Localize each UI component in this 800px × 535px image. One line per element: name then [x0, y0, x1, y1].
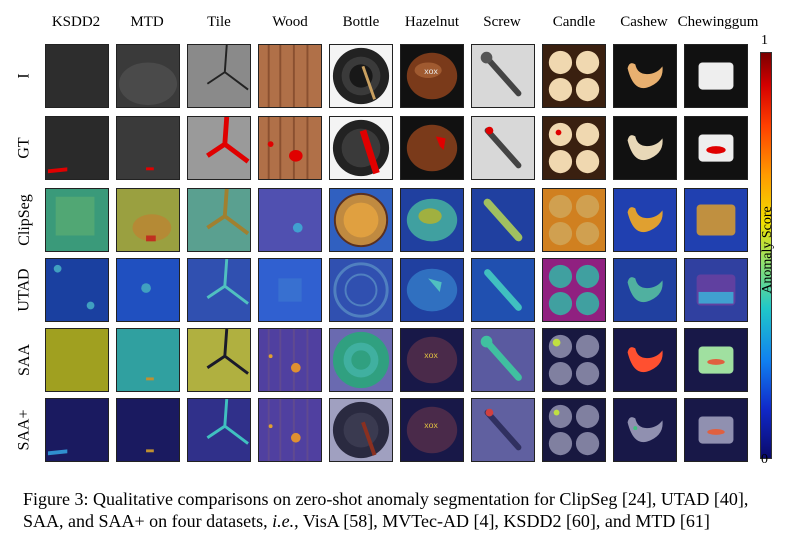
image-clipseg-cashew	[613, 188, 677, 252]
image-input-chewinggum	[684, 44, 748, 108]
image-gt-bottle	[329, 116, 393, 180]
image-saaplus-hazelnut: xox	[400, 398, 464, 462]
svg-text:xox: xox	[424, 350, 438, 360]
image-saaplus-cashew	[613, 398, 677, 462]
colorbar-min-label: 0	[761, 452, 768, 467]
row-label-utad: UTAD	[16, 268, 33, 312]
image-gt-chewinggum	[684, 116, 748, 180]
anomaly-score-colorbar	[760, 52, 772, 459]
image-saaplus-screw	[471, 398, 535, 462]
image-clipseg-mtd	[116, 188, 180, 252]
image-clipseg-ksdd2	[45, 188, 109, 252]
colorbar-max-label: 1	[761, 33, 768, 48]
image-input-screw	[471, 44, 535, 108]
caption-line-2: SAA, and SAA+ on four datasets, i.e., Vi…	[23, 511, 710, 531]
image-clipseg-wood	[258, 188, 322, 252]
image-saaplus-tile	[187, 398, 251, 462]
column-header-hazelnut: Hazelnut	[404, 14, 460, 30]
column-header-ksdd2: KSDD2	[51, 14, 101, 30]
image-gt-ksdd2	[45, 116, 109, 180]
image-clipseg-bottle	[329, 188, 393, 252]
image-clipseg-candle	[542, 188, 606, 252]
row-label-gt: GT	[15, 137, 33, 159]
row-label-saa: SAA	[15, 343, 33, 377]
image-saa-cashew	[613, 328, 677, 392]
figure-caption: Figure 3: Qualitative comparisons on zer…	[23, 488, 793, 532]
column-header-mtd: MTD	[130, 14, 164, 30]
image-saa-mtd	[116, 328, 180, 392]
image-saa-candle	[542, 328, 606, 392]
image-input-candle	[542, 44, 606, 108]
image-saaplus-bottle	[329, 398, 393, 462]
image-input-tile	[187, 44, 251, 108]
image-utad-bottle	[329, 258, 393, 322]
column-header-candle: Candle	[552, 14, 596, 30]
image-input-bottle	[329, 44, 393, 108]
image-utad-candle	[542, 258, 606, 322]
image-input-cashew	[613, 44, 677, 108]
image-gt-hazelnut	[400, 116, 464, 180]
image-saa-wood	[258, 328, 322, 392]
row-label-input: I	[15, 73, 33, 79]
image-input-ksdd2	[45, 44, 109, 108]
image-clipseg-hazelnut	[400, 188, 464, 252]
row-label-clipseg: ClipSeg	[16, 194, 33, 246]
image-input-hazelnut: xox	[400, 44, 464, 108]
image-saa-ksdd2	[45, 328, 109, 392]
column-header-wood: Wood	[272, 14, 308, 30]
image-gt-tile	[187, 116, 251, 180]
image-gt-mtd	[116, 116, 180, 180]
image-saaplus-mtd	[116, 398, 180, 462]
image-utad-ksdd2	[45, 258, 109, 322]
image-saaplus-candle	[542, 398, 606, 462]
column-header-tile: Tile	[207, 14, 231, 30]
column-header-bottle: Bottle	[342, 14, 380, 30]
image-utad-wood	[258, 258, 322, 322]
row-label-saa-plus: SAA+	[16, 409, 33, 451]
image-saaplus-ksdd2	[45, 398, 109, 462]
image-saa-hazelnut: xox	[400, 328, 464, 392]
image-gt-screw	[471, 116, 535, 180]
image-utad-tile	[187, 258, 251, 322]
column-header-screw: Screw	[483, 14, 521, 30]
image-input-wood	[258, 44, 322, 108]
image-utad-screw	[471, 258, 535, 322]
image-utad-chewinggum	[684, 258, 748, 322]
caption-line-1: Figure 3: Qualitative comparisons on zer…	[23, 489, 749, 509]
image-saaplus-wood	[258, 398, 322, 462]
image-utad-cashew	[613, 258, 677, 322]
image-saa-tile	[187, 328, 251, 392]
image-gt-wood	[258, 116, 322, 180]
image-saa-chewinggum	[684, 328, 748, 392]
image-saa-bottle	[329, 328, 393, 392]
svg-text:xox: xox	[424, 66, 438, 76]
colorbar-title: Anomaly Score	[760, 206, 775, 294]
svg-text:xox: xox	[424, 420, 438, 430]
image-clipseg-chewinggum	[684, 188, 748, 252]
image-utad-mtd	[116, 258, 180, 322]
image-utad-hazelnut	[400, 258, 464, 322]
image-gt-cashew	[613, 116, 677, 180]
column-header-cashew: Cashew	[620, 14, 668, 30]
image-input-mtd	[116, 44, 180, 108]
image-gt-candle	[542, 116, 606, 180]
image-saa-screw	[471, 328, 535, 392]
image-clipseg-screw	[471, 188, 535, 252]
column-header-chewinggum: Chewinggum	[677, 14, 759, 30]
image-clipseg-tile	[187, 188, 251, 252]
image-saaplus-chewinggum	[684, 398, 748, 462]
